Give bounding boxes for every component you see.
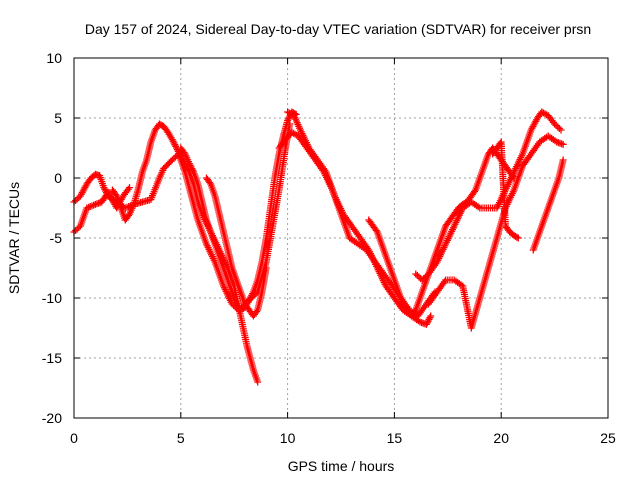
x-tick-label: 15 <box>387 430 403 446</box>
data-point <box>253 308 261 315</box>
data-point <box>551 120 559 128</box>
data-point <box>557 126 565 134</box>
data-point <box>262 264 270 272</box>
data-point <box>514 234 522 242</box>
data-point <box>552 122 560 129</box>
data-point <box>413 272 421 279</box>
data-point <box>415 273 423 281</box>
data-point <box>421 273 429 281</box>
x-tick-label: 20 <box>493 430 509 446</box>
series-arc-12 <box>529 156 567 254</box>
data-point <box>420 275 428 282</box>
data-point <box>254 378 262 386</box>
data-point <box>168 156 176 164</box>
data-point <box>170 155 178 162</box>
y-tick-label: 0 <box>54 170 62 186</box>
y-tick-label: 5 <box>54 110 62 126</box>
data-point <box>124 185 132 193</box>
data-point <box>427 312 435 320</box>
series-arc-7 <box>275 128 439 320</box>
data-points <box>70 108 567 386</box>
series-arc-5 <box>202 174 270 320</box>
y-tick-label: -20 <box>42 410 62 426</box>
data-point <box>72 227 80 234</box>
x-tick-label: 5 <box>177 430 185 446</box>
series-arc-9 <box>412 108 565 284</box>
data-point <box>126 184 134 192</box>
data-point <box>555 125 563 132</box>
data-point <box>559 156 567 164</box>
series-arc-6 <box>284 108 435 328</box>
data-point <box>73 195 81 203</box>
x-tick-label: 10 <box>280 430 296 446</box>
data-point <box>73 225 81 233</box>
ticks-layer: 0 5 10 15 20 25 -20 -15 -10 -5 0 5 10 <box>42 50 616 446</box>
y-tick-label: -5 <box>50 230 63 246</box>
data-point <box>189 166 197 174</box>
data-point <box>72 197 80 204</box>
y-axis-label: SDTVAR / TECUs <box>6 182 22 294</box>
data-point <box>418 276 426 284</box>
series-arc-11 <box>489 138 522 242</box>
data-point <box>412 270 420 278</box>
x-axis-label: GPS time / hours <box>288 458 395 474</box>
x-tick-label: 25 <box>600 430 616 446</box>
y-tick-label: -10 <box>42 290 62 306</box>
y-tick-label: -15 <box>42 350 62 366</box>
data-point <box>426 314 434 322</box>
data-point <box>559 140 567 148</box>
chart-title: Day 157 of 2024, Sidereal Day-to-day VTE… <box>85 21 591 37</box>
grid-layer <box>74 58 608 418</box>
data-point <box>249 290 257 298</box>
data-point <box>554 123 562 131</box>
y-tick-label: 10 <box>46 50 62 66</box>
x-tick-label: 0 <box>70 430 78 446</box>
data-point <box>513 233 521 241</box>
